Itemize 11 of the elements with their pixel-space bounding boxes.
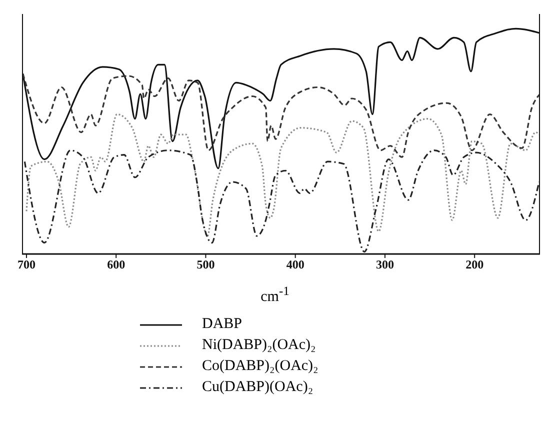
legend-label: Co(DABP)₂(OAc)₂ (202, 357, 318, 376)
legend-label: Cu(DABP)(OAc)₂ (202, 378, 314, 397)
x-tick-label: 500 (196, 258, 215, 272)
x-tick-label: 700 (17, 258, 36, 272)
legend-label: DABP (202, 315, 242, 334)
x-tick-label: 600 (107, 258, 126, 272)
x-tick-label: 300 (376, 258, 394, 272)
x-tick-label: 400 (286, 258, 304, 272)
x-tick-label: 200 (466, 258, 484, 272)
legend-label: Ni(DABP)₂(OAc)₂ (202, 336, 316, 355)
x-axis-title: cm$^{-1}$ (260, 284, 290, 306)
